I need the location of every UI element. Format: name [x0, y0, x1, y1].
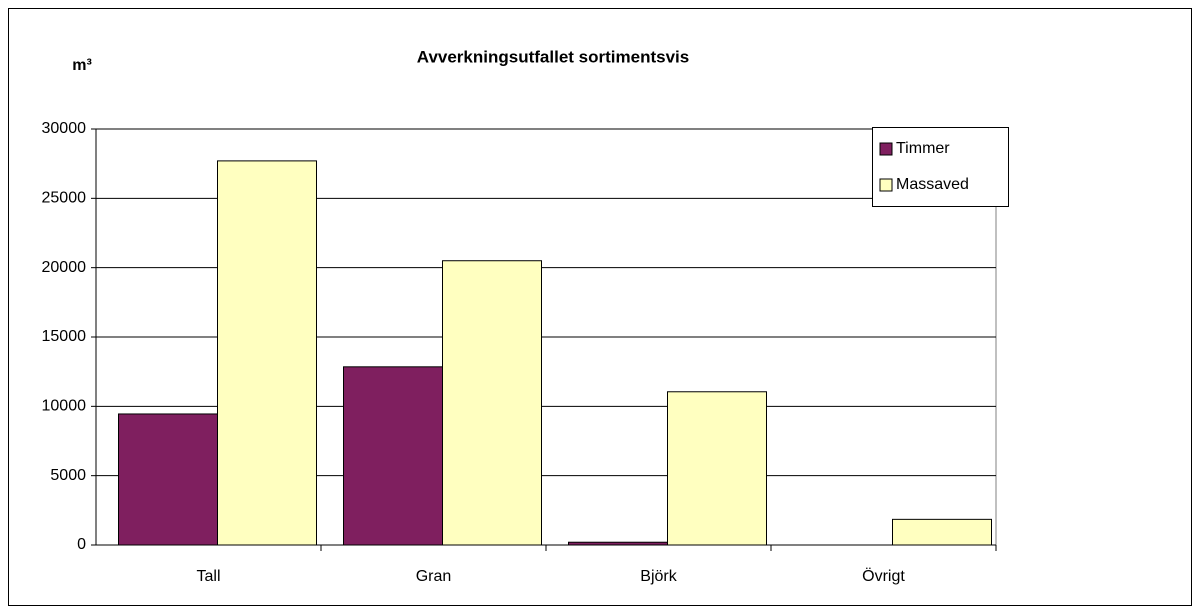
y-tick-label: 25000: [42, 190, 87, 207]
y-tick-label: 15000: [42, 328, 87, 345]
y-tick-label: 30000: [42, 120, 87, 137]
x-tick-label: Björk: [640, 568, 677, 585]
y-tick-label: 10000: [42, 398, 87, 415]
y-tick-label: 20000: [42, 259, 87, 276]
legend-label: Massaved: [896, 176, 969, 193]
bar: [343, 366, 443, 546]
bar: [442, 260, 542, 546]
chart-title: Avverkningsutfallet sortimentsvis: [417, 47, 689, 66]
y-tick-label: 5000: [50, 467, 86, 484]
bar: [667, 391, 767, 546]
legend-box: [872, 127, 1009, 207]
legend-swatch: [879, 142, 893, 156]
legend-swatch: [879, 178, 893, 192]
x-tick-label: Gran: [416, 568, 452, 585]
bar: [892, 518, 992, 546]
bar: [217, 160, 317, 546]
legend-label: Timmer: [896, 140, 950, 157]
x-tick-label: Tall: [196, 568, 220, 585]
x-tick-label: Övrigt: [862, 567, 905, 585]
y-tick-label: 0: [77, 536, 86, 553]
bar: [118, 413, 218, 546]
y-axis-label: m³: [72, 57, 92, 74]
